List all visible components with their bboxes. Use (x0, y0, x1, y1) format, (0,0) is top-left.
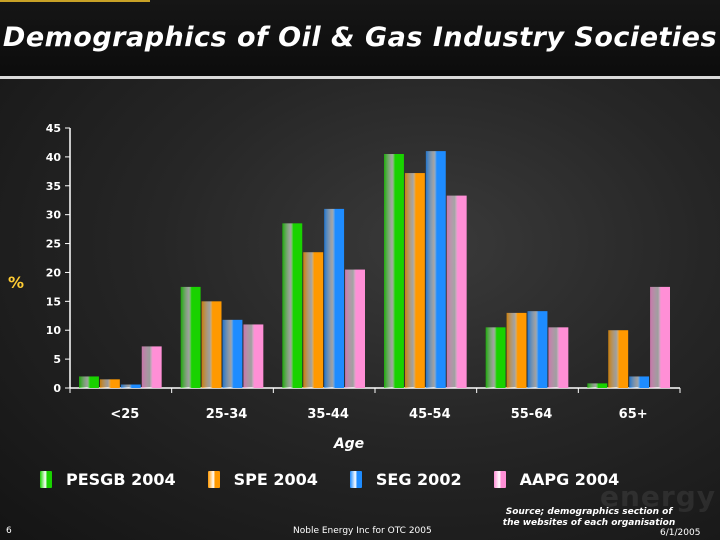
legend-swatch (40, 470, 52, 488)
x-tick-label-65: 65+ (619, 407, 648, 422)
bar-aapg-2004-45-54 (446, 195, 467, 388)
footer-date: 6/1/2005 (660, 528, 701, 538)
page-number: 6 (6, 526, 12, 536)
y-axis: 0 5 10 15 20 25 30 35 40 45 (46, 122, 71, 395)
bar-aapg-2004-25 (141, 346, 162, 388)
y-tick-label: 5 (53, 353, 61, 366)
y-tick-label: 35 (46, 180, 61, 193)
y-tick-label: 20 (46, 266, 62, 279)
x-tick-label-55-64: 55-64 (511, 407, 553, 422)
legend-item-pesgb-2004: PESGB 2004 (40, 466, 176, 492)
legend-label: SPE 2004 (233, 469, 318, 489)
bar-chart: 0 5 10 15 20 25 30 35 40 45 <25 25-34 35-44 45-54 55-… (8, 122, 681, 452)
x-tick-label-45-54: 45-54 (409, 407, 451, 422)
bar-spe-2004-55-64 (506, 312, 527, 388)
x-tick-label-35-44: 35-44 (307, 407, 349, 422)
legend-swatch (207, 470, 220, 488)
logo-watermark: energy (600, 480, 717, 513)
bar-pesgb-2004-65 (587, 383, 608, 388)
bars (79, 151, 670, 388)
accent-line (0, 0, 150, 2)
bar-seg-2002-55-64 (527, 311, 548, 388)
y-tick-label: 15 (46, 295, 61, 308)
bar-aapg-2004-35-44 (345, 269, 365, 388)
x-axis: <25 25-34 35-44 45-54 55-64 65+ (69, 387, 681, 422)
bar-seg-2002-45-54 (425, 151, 446, 388)
legend-item-seg-2002: SEG 2002 (349, 466, 462, 492)
bar-aapg-2004-25-34 (243, 324, 264, 388)
bar-pesgb-2004-55-64 (485, 327, 506, 388)
chart-title: Demographics of Oil & Gas Industry Socie… (2, 22, 718, 53)
source-note: Source; demographics section of the webs… (502, 507, 676, 528)
x-tick-label-25: <25 (110, 407, 139, 422)
legend-item-spe-2004: SPE 2004 (207, 466, 318, 492)
y-tick-label: 45 (46, 122, 61, 135)
bar-pesgb-2004-25-34 (180, 286, 201, 388)
bar-pesgb-2004-35-44 (282, 223, 303, 388)
bar-pesgb-2004-45-54 (384, 154, 404, 388)
title-bar: Demographics of Oil & Gas Industry Socie… (0, 0, 720, 79)
y-tick-label: 0 (53, 382, 61, 395)
bar-seg-2002-65 (629, 376, 650, 388)
legend-swatch (349, 470, 362, 488)
bar-spe-2004-45-54 (404, 173, 425, 388)
bar-spe-2004-25 (99, 379, 120, 388)
y-axis-label: % (8, 273, 24, 292)
x-tick-label-25-34: 25-34 (206, 407, 248, 422)
bar-aapg-2004-65 (650, 286, 670, 388)
bar-pesgb-2004-25 (79, 376, 99, 388)
bar-seg-2002-25-34 (222, 319, 243, 388)
y-tick-label: 30 (46, 209, 62, 222)
legend-label: SEG 2002 (375, 469, 462, 489)
bar-spe-2004-65 (608, 330, 629, 388)
bar-spe-2004-25-34 (201, 301, 222, 388)
y-tick-label: 40 (46, 151, 62, 164)
legend-swatch (493, 470, 506, 488)
y-tick-label: 10 (46, 324, 62, 337)
bar-seg-2002-35-44 (324, 208, 345, 388)
legend-label: PESGB 2004 (66, 469, 176, 489)
legend-label: AAPG 2004 (519, 469, 620, 489)
legend-item-aapg-2004: AAPG 2004 (493, 466, 620, 492)
footer-text: Noble Energy Inc for OTC 2005 (293, 526, 432, 536)
bar-spe-2004-35-44 (303, 252, 324, 388)
y-tick-label: 25 (46, 238, 61, 251)
bar-aapg-2004-55-64 (548, 327, 569, 388)
x-axis-label: Age (333, 436, 364, 452)
legend: PESGB 2004 SPE 2004 SEG 2002 AAPG 2004 (40, 466, 700, 492)
bar-seg-2002-25 (120, 384, 141, 388)
